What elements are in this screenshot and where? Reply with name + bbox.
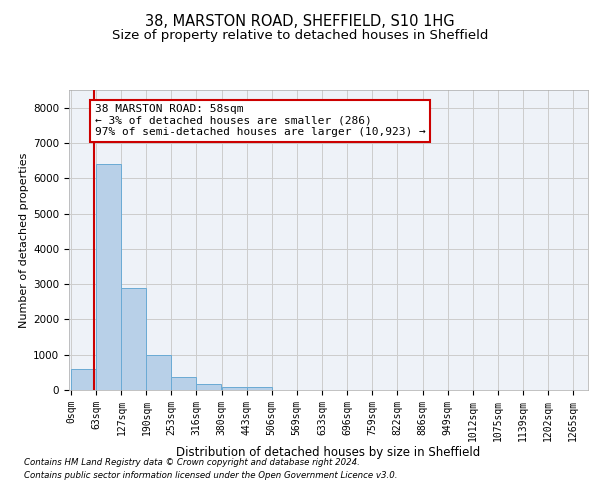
X-axis label: Distribution of detached houses by size in Sheffield: Distribution of detached houses by size … xyxy=(176,446,481,460)
Text: Size of property relative to detached houses in Sheffield: Size of property relative to detached ho… xyxy=(112,28,488,42)
Bar xyxy=(146,354,171,390)
Y-axis label: Number of detached properties: Number of detached properties xyxy=(19,152,29,328)
Bar xyxy=(222,387,247,390)
Bar xyxy=(196,384,221,390)
Bar xyxy=(121,288,146,390)
Text: 38, MARSTON ROAD, SHEFFIELD, S10 1HG: 38, MARSTON ROAD, SHEFFIELD, S10 1HG xyxy=(145,14,455,29)
Text: Contains HM Land Registry data © Crown copyright and database right 2024.: Contains HM Land Registry data © Crown c… xyxy=(24,458,360,467)
Bar xyxy=(172,376,196,390)
Bar xyxy=(96,164,121,390)
Text: Contains public sector information licensed under the Open Government Licence v3: Contains public sector information licen… xyxy=(24,472,398,480)
Bar xyxy=(71,369,96,390)
Text: 38 MARSTON ROAD: 58sqm
← 3% of detached houses are smaller (286)
97% of semi-det: 38 MARSTON ROAD: 58sqm ← 3% of detached … xyxy=(95,104,425,138)
Bar xyxy=(247,387,272,390)
